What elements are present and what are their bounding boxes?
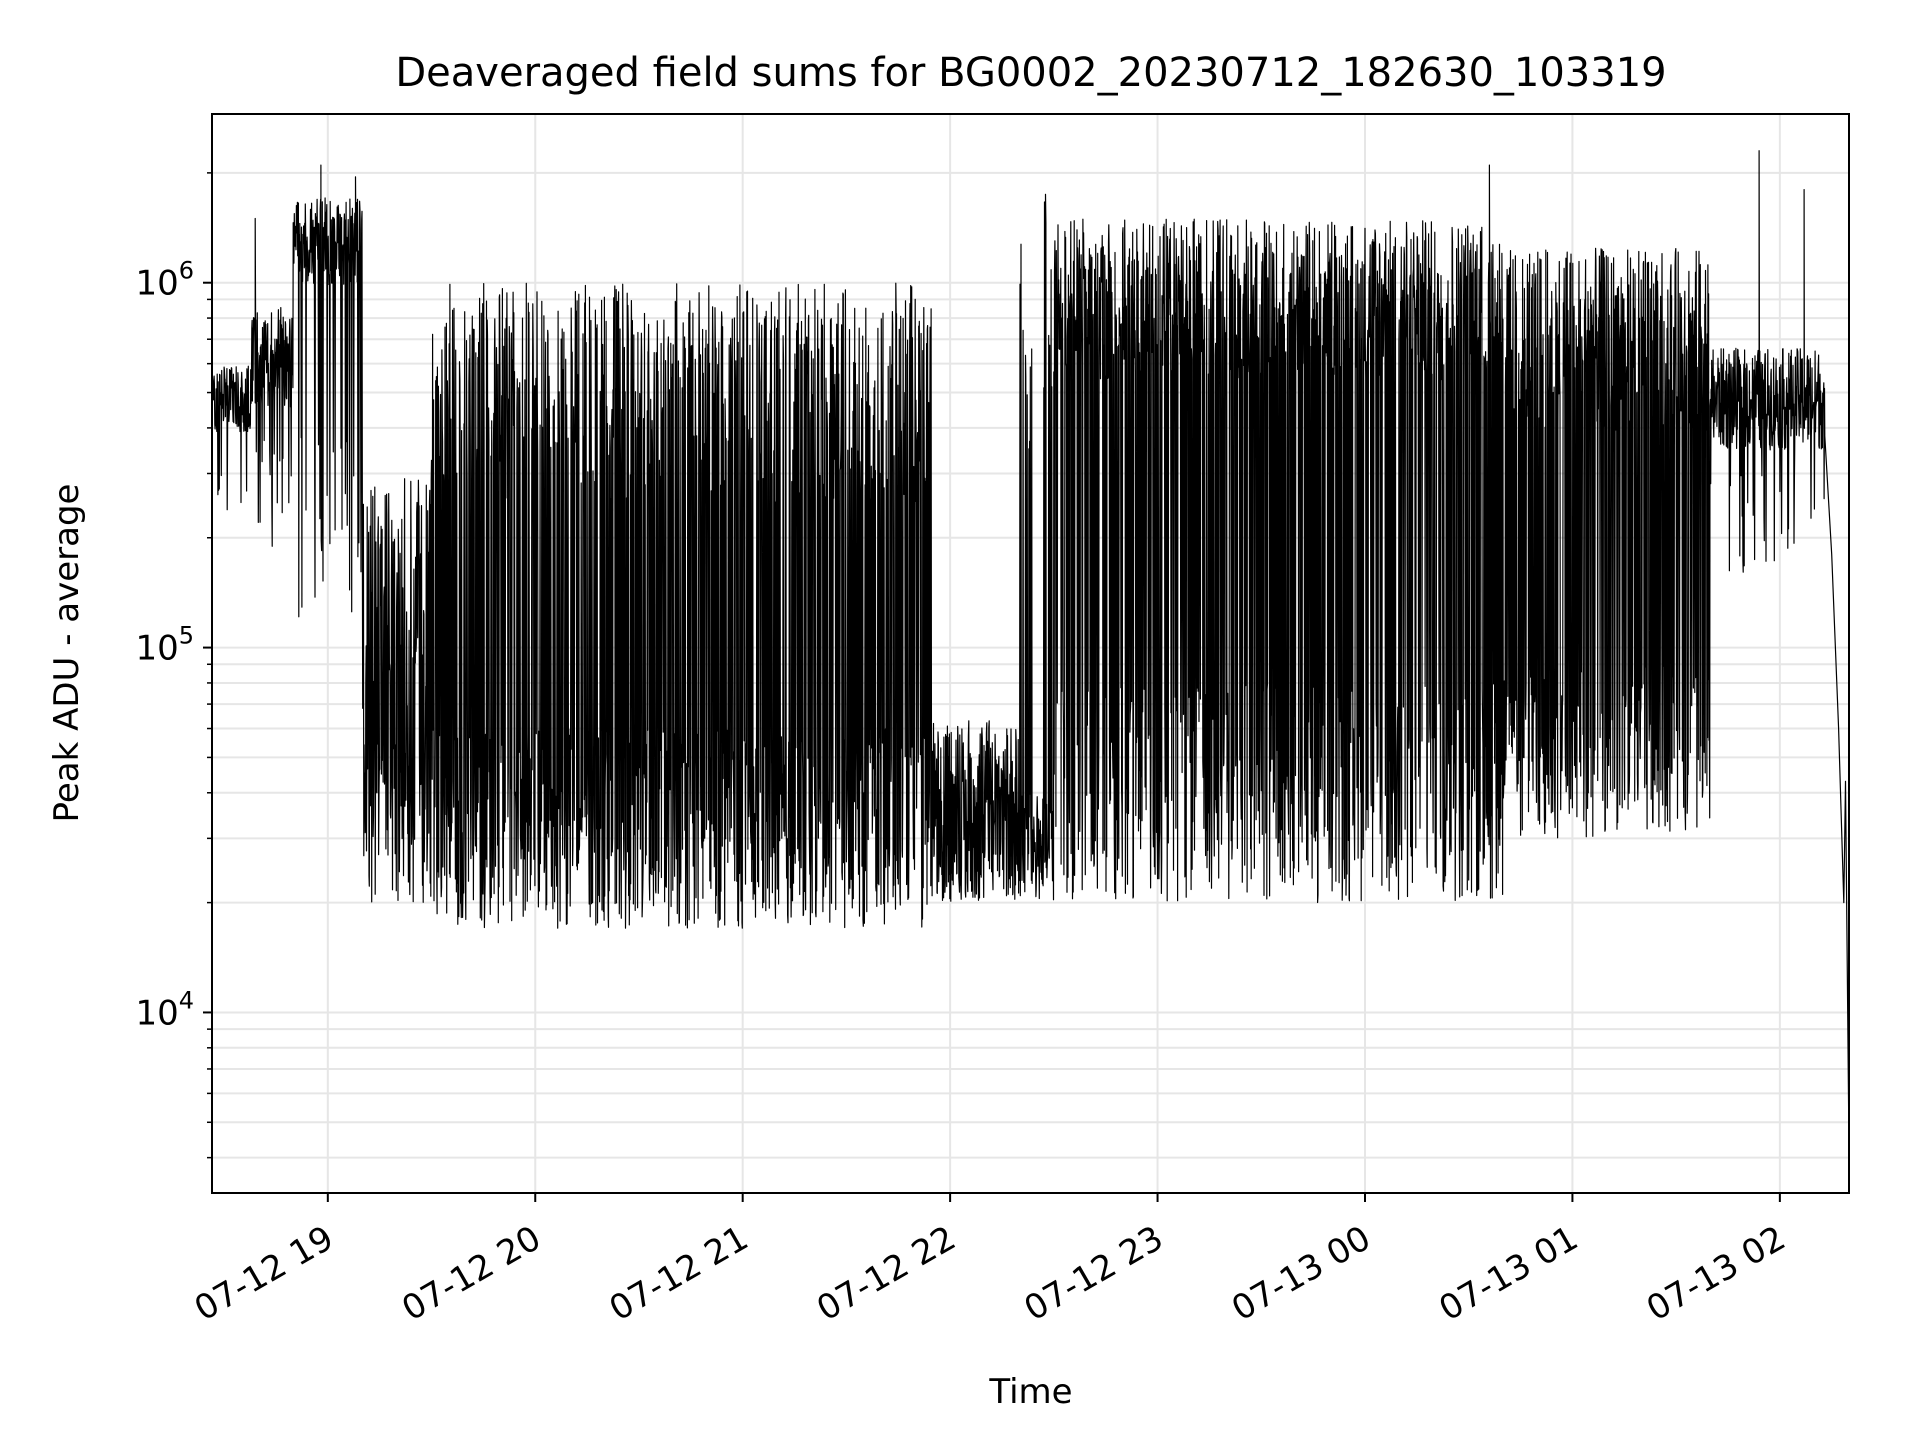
y-tick-label: 106 xyxy=(135,257,194,304)
y-axis-ticks: 104 105 106 xyxy=(135,172,212,1159)
y-tick-label: 104 xyxy=(135,986,194,1033)
y-tick-label: 105 xyxy=(135,622,194,669)
y-axis-label: Peak ADU - average xyxy=(47,484,87,823)
axes-frame xyxy=(211,113,1850,1194)
chart-title: Deaveraged field sums for BG0002_2023071… xyxy=(395,50,1666,96)
x-axis-label: Time xyxy=(988,1372,1072,1412)
series-line xyxy=(211,150,1850,1150)
plot-area xyxy=(211,150,1850,1150)
